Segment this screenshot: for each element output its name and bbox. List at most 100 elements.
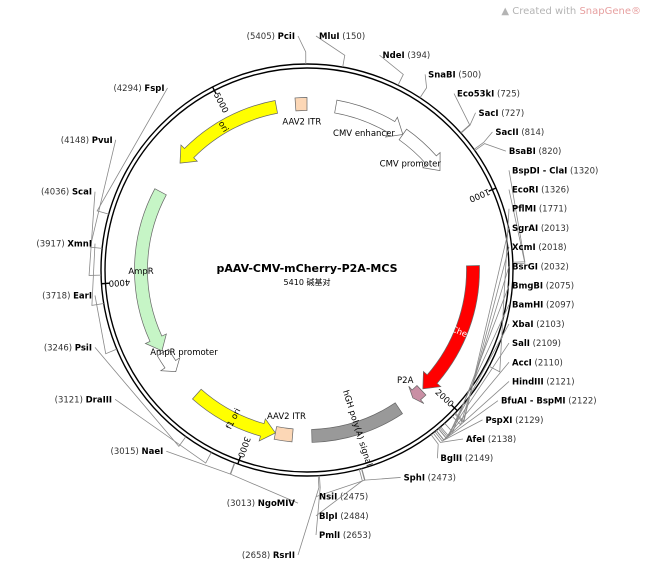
site-leader-blpi (315, 469, 363, 517)
site-label-pvui[interactable]: (4148) PvuI (61, 136, 113, 146)
site-position: (3121) (55, 395, 86, 405)
site-label-xcmi[interactable]: XcmI (2018) (512, 243, 567, 253)
site-position: (2110) (532, 358, 563, 368)
feature-mcherry[interactable] (422, 265, 480, 390)
site-label-pcii[interactable]: (5405) PciI (247, 32, 295, 42)
site-name: SacII (495, 128, 518, 138)
site-position: (150) (340, 32, 366, 42)
site-name: PciI (278, 32, 295, 42)
site-label-ecori[interactable]: EcoRI (1326) (512, 186, 569, 196)
site-label-nsii[interactable]: NsiI (2475) (319, 493, 368, 503)
site-label-bsabi[interactable]: BsaBI (820) (509, 147, 561, 157)
feature-ori[interactable] (179, 100, 278, 164)
tick-label-5000: 5000 (211, 91, 230, 115)
site-leader-bsabi (474, 143, 507, 152)
feature-aav2-itr-left[interactable] (294, 97, 308, 112)
site-label-scai[interactable]: (4036) ScaI (41, 188, 92, 198)
site-label-rsrii[interactable]: (2658) RsrII (242, 551, 295, 561)
site-name: XbaI (512, 320, 534, 330)
feature-ampr-promoter[interactable] (156, 348, 181, 373)
site-name: SphI (404, 473, 425, 483)
tick-2000 (451, 404, 458, 412)
site-name: NsiI (319, 493, 337, 503)
site-name: AccI (512, 358, 532, 368)
site-position: (2138) (485, 435, 516, 445)
plasmid-name: pAAV-CMV-mCherry-P2A-MCS (216, 262, 397, 275)
plasmid-length: 5410 碱基对 (284, 277, 331, 287)
site-position: (2109) (530, 339, 561, 349)
site-label-pflmi[interactable]: PflMI (1771) (512, 205, 567, 215)
site-name: FspI (144, 84, 164, 94)
site-label-fspi[interactable]: (4294) FspI (113, 84, 164, 94)
site-label-bfuai-bspmi[interactable]: BfuAI - BspMI (2122) (501, 397, 597, 407)
site-label-bmgbi[interactable]: BmgBI (2075) (512, 282, 574, 292)
site-label-bamhi[interactable]: BamHI (2097) (512, 301, 574, 311)
site-leader-mlui (315, 35, 346, 68)
site-label-psii[interactable]: (3246) PsiI (44, 343, 92, 353)
feature-cmv-enhancer[interactable] (334, 99, 404, 138)
site-leader-sacii (473, 131, 493, 150)
site-name: SnaBI (428, 70, 456, 80)
site-label-ngomiv[interactable]: (3013) NgoMIV (227, 499, 296, 509)
site-name: XcmI (512, 243, 536, 253)
site-label-sgrai[interactable]: SgrAI (2013) (512, 224, 569, 234)
site-position: (2121) (544, 377, 575, 387)
site-leader-naei (166, 450, 235, 475)
site-label-pmli[interactable]: PmlI (2653) (319, 531, 371, 541)
tick-3000 (237, 456, 242, 465)
site-label-sacii[interactable]: SacII (814) (495, 128, 544, 138)
site-position: (5405) (247, 32, 278, 42)
site-position: (2122) (566, 397, 597, 407)
site-name: BlpI (319, 512, 338, 522)
site-label-pspxi[interactable]: PspXI (2129) (485, 416, 543, 426)
site-name: PspXI (485, 416, 512, 426)
site-label-ndei[interactable]: NdeI (394) (383, 51, 431, 61)
site-label-hindiii[interactable]: HindIII (2121) (512, 377, 575, 387)
site-leader-rsrii (297, 475, 320, 556)
feature-p2a[interactable] (408, 385, 427, 404)
site-leader-pspxi (434, 419, 483, 442)
site-label-sphi[interactable]: SphI (2473) (404, 473, 456, 483)
site-label-xbai[interactable]: XbaI (2103) (512, 320, 565, 330)
site-label-afei[interactable]: AfeI (2138) (466, 435, 516, 445)
site-name: PmlI (319, 531, 340, 541)
watermark-mark: ® (631, 6, 641, 17)
site-label-acci[interactable]: AccI (2110) (512, 358, 563, 368)
site-leader-scai (88, 191, 102, 276)
site-label-draiii[interactable]: (3121) DraIII (55, 395, 112, 405)
site-label-eco53ki[interactable]: Eco53kI (725) (457, 90, 520, 100)
site-leader-pcii (297, 35, 307, 65)
site-position: (2484) (338, 512, 369, 522)
feature-hgh-polya[interactable] (311, 402, 403, 443)
feature-cmv-promoter[interactable] (398, 128, 441, 172)
site-name: HindIII (512, 377, 544, 387)
feature-ampr[interactable] (134, 188, 167, 352)
site-leader-psii (94, 347, 187, 448)
site-label-naei[interactable]: (3015) NaeI (111, 447, 164, 457)
feature-label-ampr-promoter: AmpR promoter (150, 348, 218, 358)
site-label-snabi[interactable]: SnaBI (500) (428, 70, 481, 80)
site-label-blpi[interactable]: BlpI (2484) (319, 512, 369, 522)
site-name: EcoRI (512, 186, 538, 196)
site-label-eari[interactable]: (3718) EarI (42, 292, 92, 302)
site-position: (3015) (111, 447, 142, 457)
site-position: (1326) (538, 186, 569, 196)
site-label-xmni[interactable]: (3917) XmnI (36, 240, 92, 250)
tick-label-4000: 4000 (108, 276, 130, 287)
site-label-saci[interactable]: SacI (727) (479, 109, 525, 119)
site-leader-ecori (508, 189, 526, 265)
site-label-bsrgi[interactable]: BsrGI (2032) (512, 262, 569, 272)
site-label-bspdi-clai[interactable]: BspDI - ClaI (1320) (512, 166, 598, 176)
feature-label-ori: ori (216, 120, 230, 135)
site-label-sali[interactable]: SalI (2109) (512, 339, 561, 349)
feature-aav2-itr-right[interactable] (273, 426, 294, 443)
site-name: BfuAI - BspMI (501, 397, 566, 407)
feature-f1-ori[interactable] (192, 388, 276, 442)
site-position: (2013) (538, 224, 569, 234)
site-label-bglii[interactable]: BglII (2149) (440, 454, 493, 464)
feature-label-aav2-itr-left: AAV2 ITR (282, 118, 321, 128)
site-label-mlui[interactable]: MluI (150) (319, 32, 365, 42)
site-position: (1771) (536, 205, 567, 215)
